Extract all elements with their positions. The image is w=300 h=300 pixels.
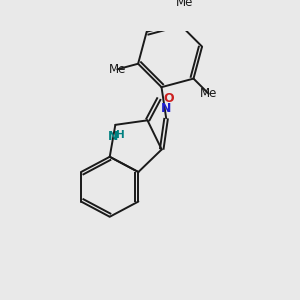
Text: N: N	[161, 103, 171, 116]
Text: H: H	[116, 130, 125, 140]
Text: N: N	[108, 130, 119, 143]
Text: O: O	[164, 92, 174, 105]
Text: Me: Me	[109, 63, 126, 76]
Text: Me: Me	[176, 0, 193, 9]
Text: Me: Me	[200, 87, 218, 100]
